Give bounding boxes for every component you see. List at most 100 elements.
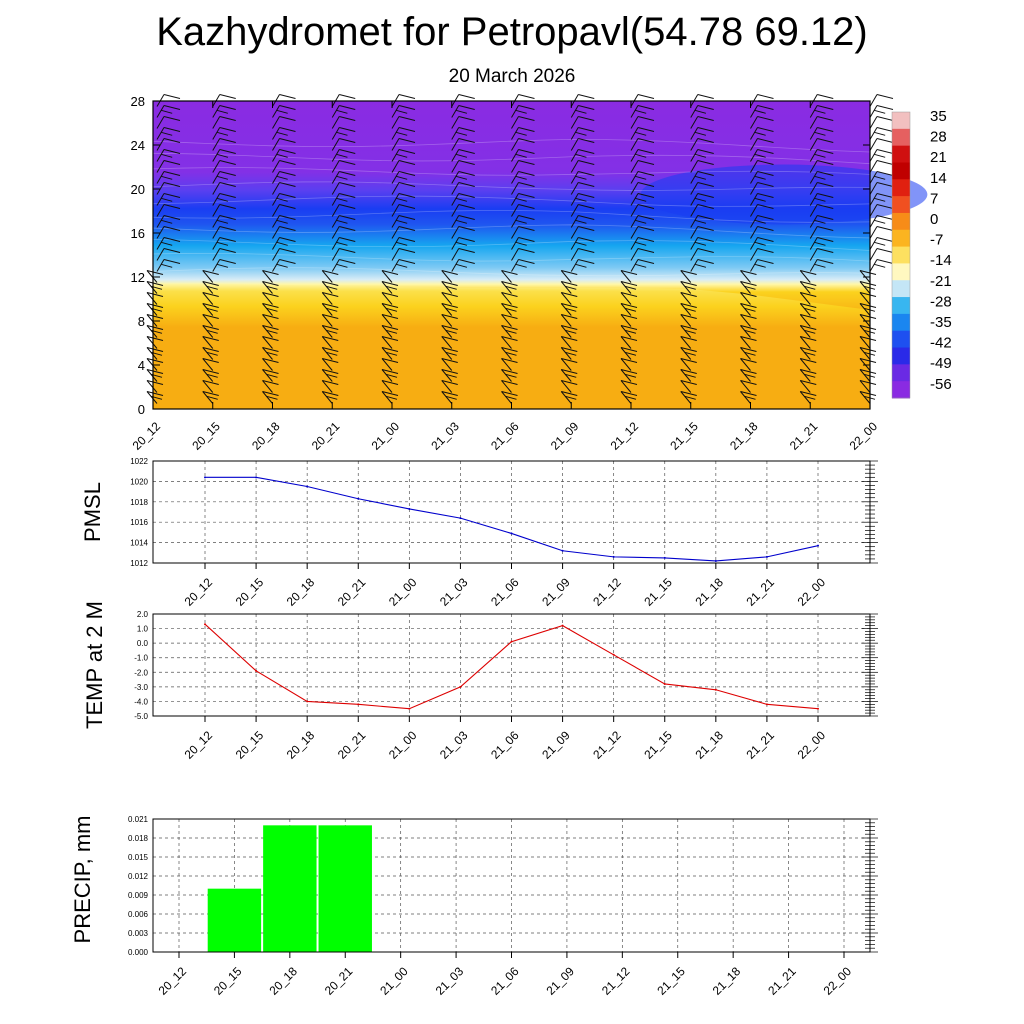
y-tick-label: -5.0 <box>134 712 148 721</box>
pmsl-point <box>510 532 513 535</box>
x-tick-label: 21_00 <box>386 728 420 762</box>
x-tick-label: 20_18 <box>266 964 300 998</box>
colorbar-segment <box>892 145 910 163</box>
temp-2m-point <box>663 682 666 685</box>
colorbar-segment <box>892 246 910 264</box>
y-tick-label: 0.0 <box>137 639 149 648</box>
contour-line <box>152 252 871 262</box>
y-tick-label: -4.0 <box>134 697 148 706</box>
colorbar-label: 7 <box>930 190 938 207</box>
colorbar-label: 21 <box>930 149 947 166</box>
colorbar-label: -14 <box>930 252 952 269</box>
x-tick-label: 21_09 <box>539 728 573 762</box>
colorbar-label: -28 <box>930 293 952 310</box>
x-tick-label: 21_18 <box>692 575 726 609</box>
colorbar-label: -49 <box>930 355 952 372</box>
y-tick-label: 1014 <box>130 539 148 548</box>
temp-2m-point <box>561 624 564 627</box>
x-tick-label: 22_00 <box>795 728 829 762</box>
y-tick-label: 4 <box>138 358 145 373</box>
y-tick-label: 1.0 <box>137 625 149 634</box>
temp-2m-point <box>306 700 309 703</box>
pmsl-point <box>817 544 819 547</box>
pmsl-point <box>714 559 717 562</box>
colorbar-segment <box>892 112 910 130</box>
x-tick-label: 21_18 <box>727 419 761 453</box>
x-tick-label: 21_15 <box>641 728 675 762</box>
y-tick-label: 28 <box>131 94 145 109</box>
colorbar-label: 0 <box>930 211 938 228</box>
x-tick-label: 21_06 <box>488 419 522 453</box>
x-tick-label: 21_12 <box>608 419 642 453</box>
x-tick-label: 20_12 <box>156 964 190 998</box>
y-tick-label: 12 <box>131 270 145 285</box>
temp-2m-point <box>357 703 360 706</box>
x-tick-label: 21_03 <box>428 419 462 453</box>
x-tick-label: 21_12 <box>599 964 633 998</box>
x-tick-label: 21_18 <box>692 728 726 762</box>
x-tick-label: 21_00 <box>369 419 403 453</box>
colorbar-label: 35 <box>930 108 947 125</box>
colorbar-segment <box>892 179 910 197</box>
colorbar-segment <box>892 313 910 332</box>
temp-2m-point <box>408 707 411 710</box>
chart-title: Kazhydromet for Petropavl(54.78 69.12) <box>156 10 868 54</box>
pmsl-series-line <box>205 476 819 562</box>
temp-2m-point <box>459 685 462 688</box>
x-tick-label: 20_21 <box>335 575 369 609</box>
x-tick-label: 21_09 <box>539 575 573 609</box>
x-tick-label: 21_03 <box>437 575 471 609</box>
x-tick-label: 21_18 <box>710 964 744 998</box>
x-tick-label: 20_15 <box>233 575 267 609</box>
pmsl-ylabel: PMSL <box>80 482 105 542</box>
colorbar-segment <box>892 263 910 281</box>
pmsl-point <box>765 555 768 558</box>
pmsl-point <box>561 549 564 552</box>
temp-2m-point <box>612 653 615 656</box>
y-tick-label: 0.021 <box>128 815 149 824</box>
temp-2m-point <box>765 703 768 706</box>
colorbar-segment <box>892 212 910 231</box>
x-tick-label: 21_00 <box>386 575 420 609</box>
y-tick-label: 20 <box>131 182 145 197</box>
x-tick-label: 21_06 <box>488 728 522 762</box>
x-tick-label: 21_09 <box>544 964 578 998</box>
y-tick-label: 1022 <box>130 457 148 466</box>
y-tick-label: 1018 <box>130 498 148 507</box>
x-tick-label: 21_15 <box>667 419 701 453</box>
precip-bar <box>207 888 262 952</box>
x-tick-label: 20_21 <box>309 419 343 453</box>
pmsl-point <box>408 507 411 510</box>
x-tick-label: 21_21 <box>744 575 778 609</box>
x-tick-label: 21_09 <box>548 419 582 453</box>
x-tick-label: 20_21 <box>322 964 356 998</box>
x-tick-label: 21_03 <box>433 964 467 998</box>
pmsl-point <box>255 476 258 479</box>
pmsl-point <box>357 497 360 500</box>
y-tick-label: -2.0 <box>134 668 148 677</box>
contour-line <box>152 210 871 223</box>
x-tick-label: 21_03 <box>437 728 471 762</box>
colorbar-label: -7 <box>930 232 943 249</box>
y-tick-label: 1012 <box>130 559 148 568</box>
x-tick-label: 21_21 <box>744 728 778 762</box>
contour-line <box>152 138 871 153</box>
x-tick-label: 20_12 <box>182 575 216 609</box>
y-tick-label: 0.003 <box>128 929 149 938</box>
pmsl-point <box>306 485 309 488</box>
temp-2m-ylabel: TEMP at 2 M <box>82 601 107 729</box>
x-tick-label: 21_06 <box>488 575 522 609</box>
colorbar-label: -56 <box>930 376 952 393</box>
temp-2m-point <box>510 640 513 643</box>
y-tick-label: 1020 <box>130 477 148 486</box>
y-tick-label: 0 <box>138 402 145 417</box>
colorbar-segment <box>892 347 910 365</box>
x-tick-label: 22_00 <box>847 419 881 453</box>
colorbar-segment <box>892 229 910 248</box>
pmsl-point <box>204 476 206 479</box>
chart-subtitle: 20 March 2026 <box>448 66 576 87</box>
cold-core <box>640 164 928 225</box>
y-tick-label: 8 <box>138 314 145 329</box>
x-tick-label: 20_15 <box>233 728 267 762</box>
colorbar-segment <box>892 280 910 298</box>
